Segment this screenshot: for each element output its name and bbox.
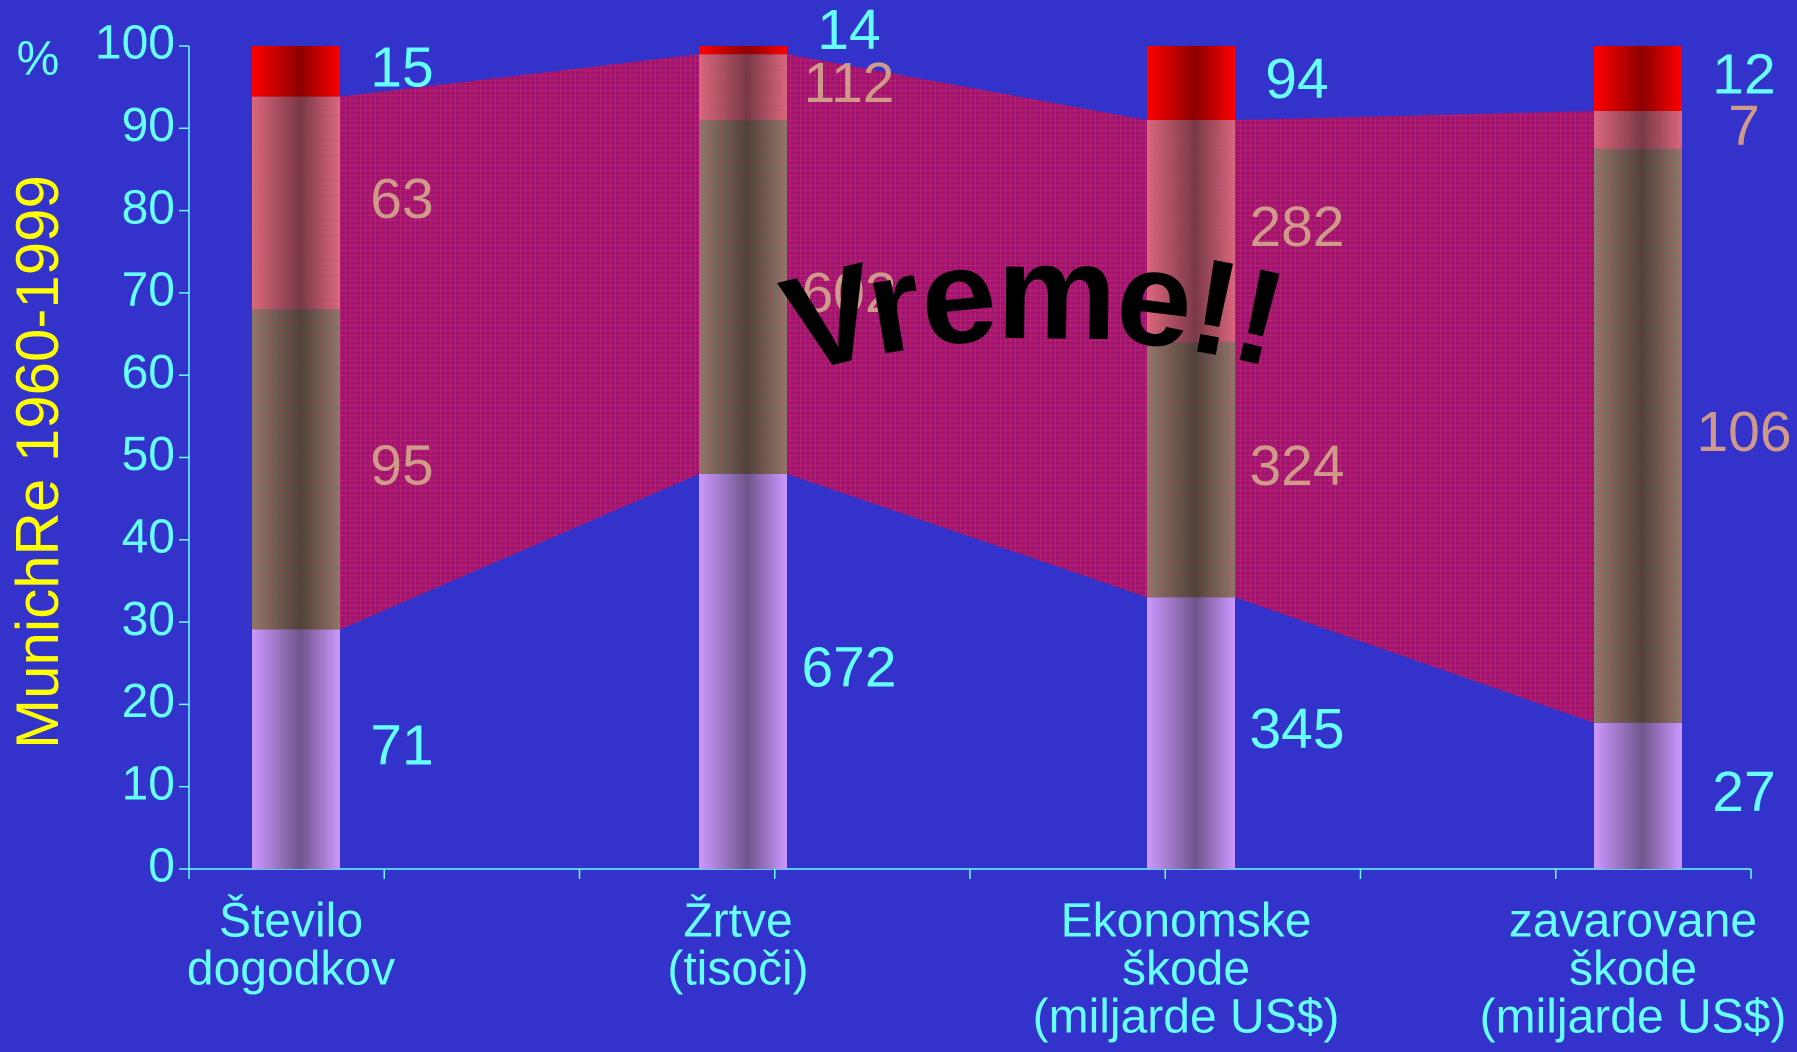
bands <box>340 54 1594 723</box>
bar-shade <box>699 473 787 869</box>
value-label: 112 <box>804 51 895 115</box>
bar-shade <box>252 629 340 869</box>
value-label: 672 <box>801 636 896 700</box>
x-tick-label: Žrtve <box>683 895 792 948</box>
x-tick-label: (miljarde US$) <box>1033 991 1340 1044</box>
y-tick-label: 70 <box>122 264 175 317</box>
y-tick-label: 20 <box>122 675 175 728</box>
y-tick-label: 0 <box>148 840 175 893</box>
value-label: 7 <box>1728 94 1760 158</box>
y-tick-label: 40 <box>122 510 175 563</box>
connector-hatch <box>340 54 699 630</box>
bar-shade <box>1594 722 1682 869</box>
value-label: 15 <box>370 35 433 99</box>
connector-hatch <box>787 54 1147 598</box>
value-label: 282 <box>1249 195 1344 259</box>
value-label: 63 <box>370 167 433 231</box>
value-label: 14 <box>817 0 880 62</box>
value-label: 106 <box>1696 400 1791 464</box>
value-label: 94 <box>1265 47 1328 111</box>
y-axis-label: MunichRe 1960-1999 <box>4 175 71 749</box>
bar-shade <box>699 54 787 121</box>
bar-shade <box>252 46 340 97</box>
connector-hatch <box>1235 110 1594 723</box>
value-label: 12 <box>1712 43 1775 107</box>
plot: 0 10 20 30 40 50 60 70 80 90 100 71 95 63 15 Številodog… <box>95 0 1792 1044</box>
value-label: 345 <box>1249 697 1344 761</box>
bar-shade <box>1594 110 1682 149</box>
x-tick-label: škode <box>1569 943 1697 996</box>
x-tick-label: zavarovane <box>1509 895 1757 948</box>
value-label: 71 <box>370 713 433 777</box>
bar-shade <box>699 46 787 55</box>
value-label: 27 <box>1712 760 1775 824</box>
y-tick-label: 100 <box>95 17 175 70</box>
value-label: 602 <box>801 261 896 325</box>
bar-shade <box>1147 120 1235 343</box>
y-tick-label: 30 <box>122 593 175 646</box>
y-tick-label: 10 <box>122 757 175 810</box>
x-tick-label: Število <box>219 894 363 948</box>
x-tick-label: Ekonomske <box>1061 895 1312 948</box>
value-label: 324 <box>1249 434 1344 498</box>
y-tick-label: 60 <box>122 346 175 399</box>
value-label: 95 <box>370 433 433 497</box>
bar-shade <box>252 96 340 310</box>
bar-shade <box>1594 148 1682 723</box>
y-tick-label: 50 <box>122 428 175 481</box>
x-tick-label: dogodkov <box>187 943 395 996</box>
bar-shade <box>1147 597 1235 869</box>
y-unit: % <box>17 33 60 86</box>
x-tick-label: (miljarde US$) <box>1480 991 1787 1044</box>
y-tick-label: 80 <box>122 181 175 234</box>
bar-shade <box>252 309 340 630</box>
bar-shade <box>1147 342 1235 598</box>
bar-shade <box>1147 46 1235 121</box>
x-tick-label: (tisoči) <box>667 943 808 996</box>
bar-shade <box>699 120 787 474</box>
x-tick-label: škode <box>1122 943 1250 996</box>
y-tick-label: 90 <box>122 99 175 152</box>
bar-shade <box>1594 46 1682 111</box>
